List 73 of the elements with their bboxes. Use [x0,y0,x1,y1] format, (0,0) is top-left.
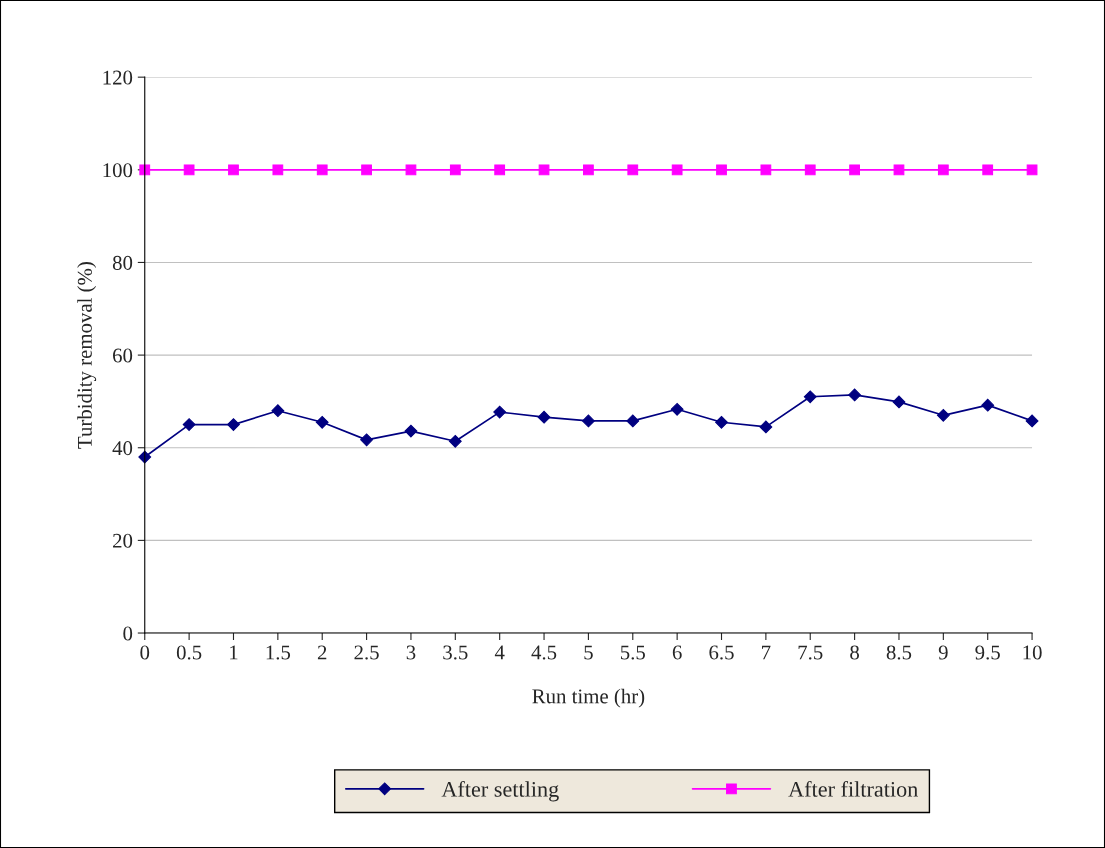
y-tick-label: 100 [103,163,133,178]
point [315,415,329,429]
point [803,390,817,404]
point [494,164,506,176]
y-tick-label: 40 [112,441,133,456]
point [716,164,727,176]
x-tick-label: 8.5 [886,645,912,660]
point [183,164,195,176]
point [1025,414,1039,428]
x-tick-label: 4 [494,645,505,660]
y-tick-label: 80 [112,255,133,270]
point [228,164,239,176]
x-tick-label: 3.5 [443,645,468,660]
point [627,164,639,176]
x-tick-label: 1 [230,645,238,660]
x-tick-label: 5.5 [620,645,645,660]
point [404,424,418,438]
x-tick-label: 8 [850,645,860,660]
x-tick-label: 1.5 [266,645,291,660]
y-tick-label: 60 [113,348,133,363]
point [981,398,995,412]
point [804,164,816,176]
x-tick-label: 5 [584,645,593,660]
x-tick-label: 3 [406,645,416,660]
point [582,414,595,428]
point [361,164,372,176]
x-tick-label: 2.5 [354,645,379,660]
y-tick-label: 0 [123,626,133,641]
x-tick-label: 7.5 [798,645,823,660]
point [537,410,551,424]
point [271,404,285,418]
point [936,408,950,422]
point [538,164,550,176]
point [448,434,462,448]
point [360,433,373,447]
point [937,164,949,176]
point [759,420,773,434]
x-tick-label: 10 [1023,645,1042,660]
x-tick-label: 0.5 [176,645,202,660]
point [982,164,994,176]
y-tick-label: 120 [103,70,133,85]
x-axis-title: Run time (hr) [532,688,645,708]
point [1026,164,1038,176]
point [848,388,862,402]
point [583,164,594,176]
point [715,415,728,429]
y-axis-title: Turbidity removal (%) [77,262,97,449]
point [139,164,151,176]
point [671,164,683,176]
x-tick-label: 0 [140,645,150,660]
point [849,164,860,176]
y-tick-label: 20 [113,533,133,548]
legend-label: After filtration [788,780,918,797]
point [892,395,906,409]
point [760,164,772,176]
point [626,414,640,428]
point [449,164,461,176]
point [893,164,905,176]
point [182,418,196,431]
x-tick-label: 6.5 [709,645,734,660]
x-tick-label: 6 [672,645,682,660]
x-tick-label: 7 [762,645,771,660]
x-tick-label: 4.5 [531,645,557,660]
point [493,405,507,419]
x-tick-label: 9.5 [975,645,1000,660]
legend-label: After settling [441,780,559,802]
point [227,418,240,431]
point [272,164,284,176]
point [670,402,684,416]
point [316,164,328,176]
x-tick-label: 9 [938,645,948,660]
point [405,164,417,176]
x-tick-label: 2 [317,645,327,660]
